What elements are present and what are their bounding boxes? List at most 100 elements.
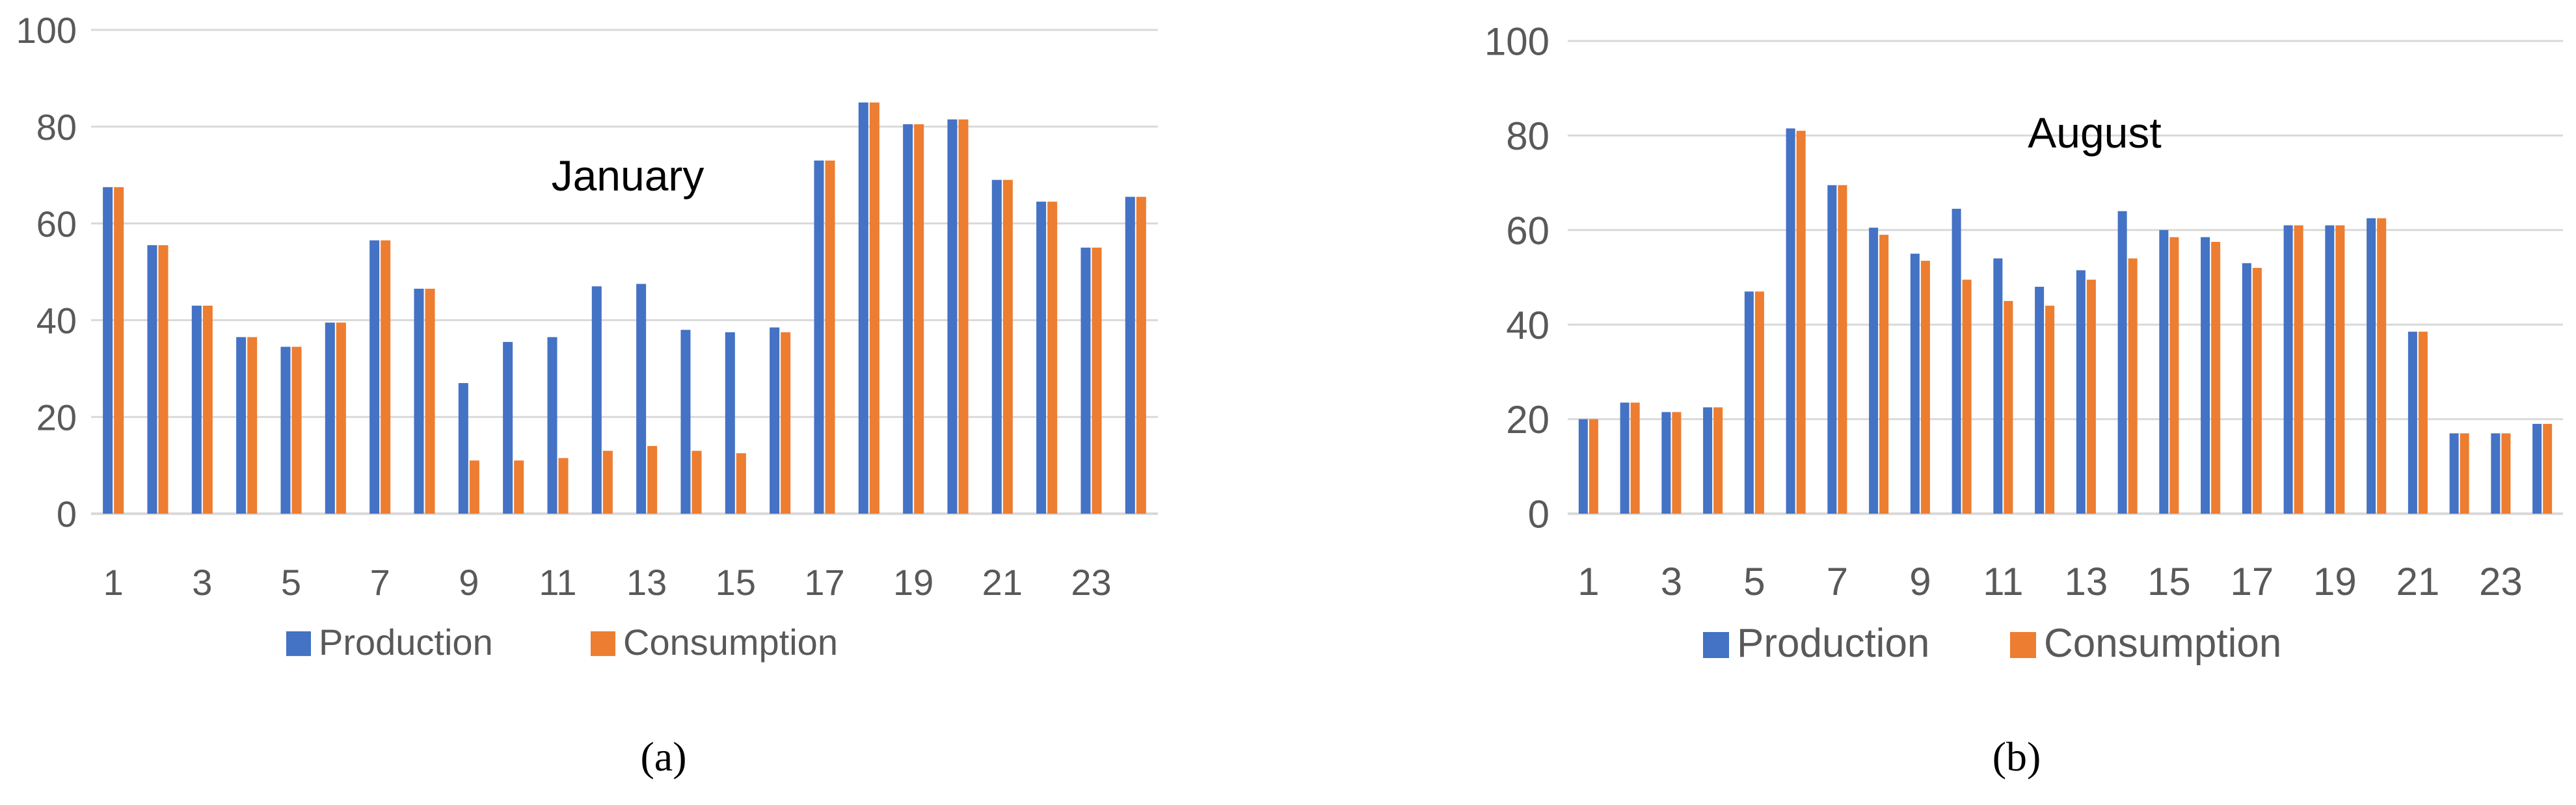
x-tick-label: 7 — [1827, 560, 1848, 603]
consumption-bar — [2501, 433, 2511, 514]
production-bar — [2159, 230, 2169, 514]
consumption-bar — [158, 245, 168, 514]
y-tick-label: 60 — [36, 204, 77, 244]
consumption-bar — [2045, 306, 2055, 514]
production-bar — [547, 337, 557, 514]
consumption-bar — [202, 306, 213, 514]
production-bar — [680, 330, 691, 514]
x-tick-label: 5 — [1743, 560, 1765, 603]
x-tick-label: 5 — [281, 562, 301, 603]
production-bar — [2117, 211, 2127, 514]
production-bar — [636, 284, 647, 514]
panel-label: (b) — [1992, 733, 2041, 780]
x-tick-label: 11 — [539, 562, 576, 603]
x-tick-label: 7 — [370, 562, 390, 603]
production-bar — [325, 323, 335, 514]
production-bar — [770, 327, 780, 514]
x-tick-label: 1 — [103, 562, 124, 603]
y-tick-label: 40 — [1506, 304, 1550, 347]
consumption-bar — [2460, 433, 2469, 514]
y-tick-label: 100 — [1484, 20, 1550, 64]
x-tick-label: 13 — [2065, 560, 2108, 603]
consumption-bar — [291, 347, 302, 514]
consumption-bar — [2086, 280, 2096, 514]
production-bar — [280, 347, 291, 514]
legend-production-label: Production — [319, 622, 493, 663]
x-tick-label: 23 — [1071, 562, 1111, 603]
x-tick-label: 11 — [1983, 560, 2023, 603]
consumption-bar — [2335, 225, 2345, 514]
consumption-bar — [2377, 218, 2387, 514]
production-bar — [1993, 258, 2003, 514]
y-tick-label: 60 — [1506, 209, 1550, 252]
consumption-bar — [825, 160, 835, 514]
consumption-bar — [2418, 332, 2428, 514]
production-bar — [147, 245, 157, 514]
x-tick-label: 3 — [1661, 560, 1682, 603]
production-bar — [2367, 218, 2376, 514]
y-tick-label: 0 — [57, 494, 77, 534]
month-annotation: January — [552, 152, 704, 200]
production-bar — [103, 187, 113, 514]
production-bar — [1952, 209, 1961, 514]
production-bar — [1036, 202, 1047, 514]
production-bar — [191, 306, 202, 514]
production-bar — [2449, 433, 2459, 514]
consumption-bar — [869, 102, 879, 514]
production-bar — [725, 332, 735, 514]
consumption-bar — [736, 453, 746, 514]
production-bar — [1661, 412, 1671, 514]
y-tick-label: 80 — [1506, 114, 1550, 158]
y-tick-label: 40 — [36, 300, 77, 341]
consumption-bar — [469, 460, 479, 514]
y-tick-label: 0 — [1528, 493, 1550, 536]
legend-consumption-label: Consumption — [2044, 621, 2281, 666]
production-bar — [414, 289, 424, 514]
consumption-bar — [2543, 423, 2553, 514]
consumption-bar — [2128, 258, 2138, 514]
production-bar — [2532, 423, 2542, 514]
production-bar — [1869, 228, 1879, 514]
x-tick-label: 1 — [1577, 560, 1599, 603]
production-bar — [2076, 270, 2086, 514]
x-tick-label: 13 — [626, 562, 667, 603]
production-bar — [458, 383, 468, 514]
production-bar — [2491, 433, 2501, 514]
production-bar — [1578, 419, 1588, 514]
production-bar — [2242, 263, 2251, 514]
production-bar — [1703, 407, 1713, 514]
legend-consumption-swatch — [2010, 632, 2036, 658]
consumption-bar — [691, 451, 702, 514]
legend-consumption-swatch — [591, 631, 615, 656]
production-bar — [1080, 247, 1091, 514]
consumption-bar — [1879, 235, 1889, 514]
consumption-bar — [1962, 280, 1972, 514]
x-tick-label: 21 — [982, 562, 1023, 603]
consumption-bar — [1838, 185, 1847, 514]
production-bar — [1744, 291, 1754, 514]
x-tick-label: 3 — [192, 562, 212, 603]
legend-production-swatch — [1703, 632, 1729, 658]
legend-production-swatch — [286, 631, 311, 656]
legend-production-label: Production — [1737, 621, 1929, 666]
production-bar — [1620, 403, 1630, 514]
production-bar — [2408, 332, 2417, 514]
production-bar — [1786, 128, 1795, 514]
consumption-bar — [1630, 403, 1640, 514]
consumption-bar — [1713, 407, 1723, 514]
x-tick-label: 23 — [2479, 560, 2523, 603]
consumption-bar — [1092, 247, 1102, 514]
consumption-bar — [247, 337, 258, 514]
x-tick-label: 17 — [804, 562, 844, 603]
production-bar — [1910, 254, 1920, 514]
consumption-bar — [1047, 202, 1058, 514]
consumption-bar — [647, 445, 658, 514]
consumption-bar — [2211, 241, 2221, 514]
consumption-bar — [1920, 261, 1930, 514]
production-bar — [503, 341, 513, 514]
production-bar — [2201, 237, 2210, 514]
production-bar — [369, 240, 380, 514]
